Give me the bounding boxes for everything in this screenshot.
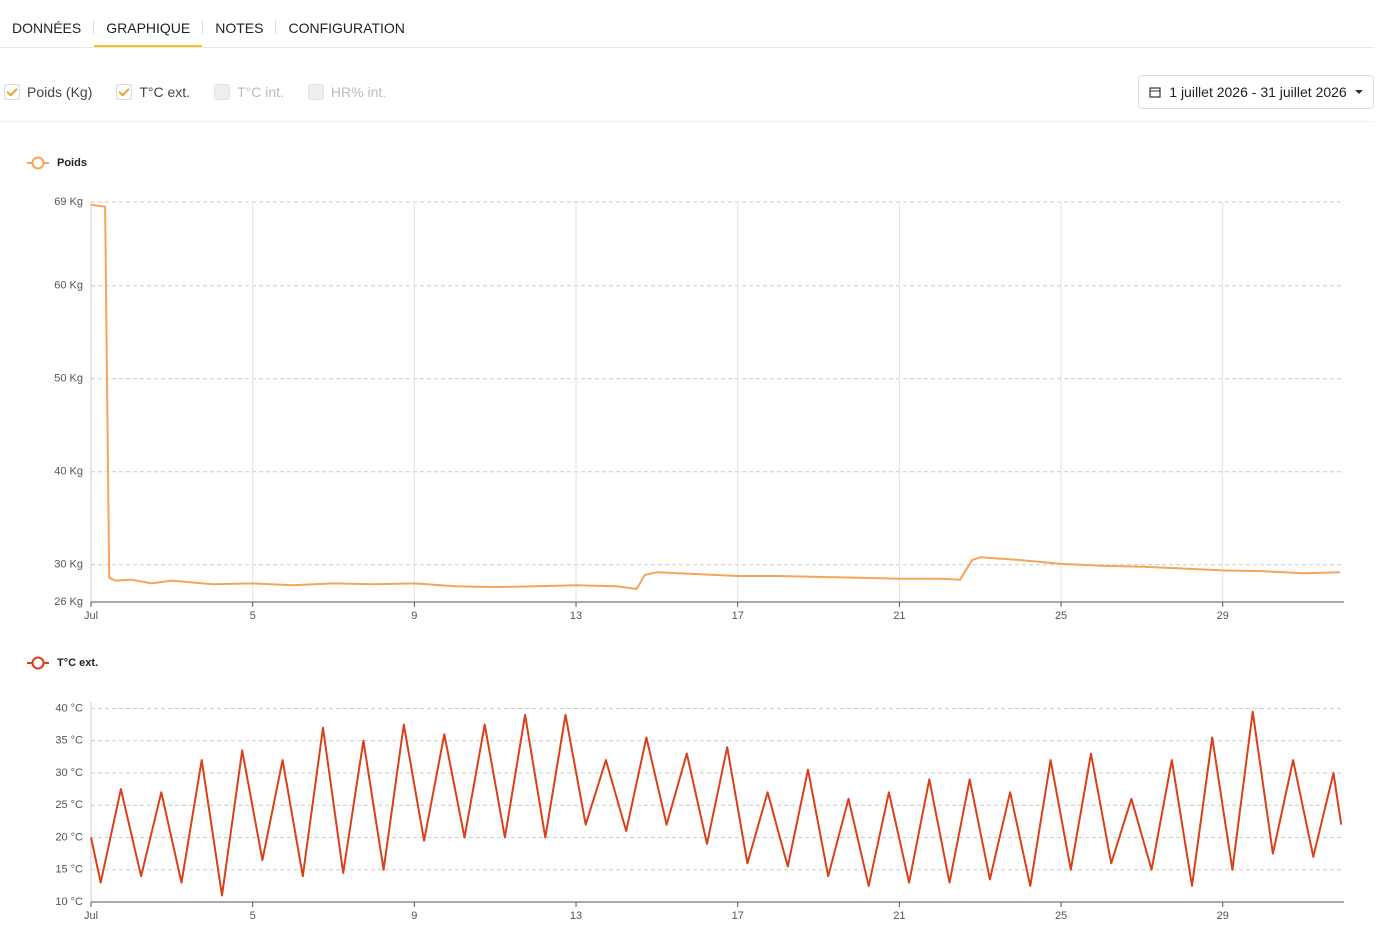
y-tick-label: 20 °C [55,831,83,843]
legend-label: Poids [57,157,87,169]
x-tick-label: Jul [84,910,98,922]
y-tick-label: 35 °C [55,735,83,747]
series-toggle-label: T°C ext. [139,84,191,100]
series-toggle-label: HR% int. [330,84,387,100]
checkbox[interactable] [4,84,20,100]
tab-separator [93,19,95,34]
y-tick-label: 30 Kg [54,559,83,571]
tab[interactable]: DONNÉES [12,20,82,36]
x-tick-label: 29 [1217,910,1229,922]
caret [1354,90,1363,94]
y-tick-label: 15 °C [55,864,83,876]
divider [0,121,1374,122]
legend-marker [31,656,45,670]
series-toggle[interactable]: Poids (Kg) [4,84,92,100]
checkbox[interactable] [307,84,324,100]
x-tick-label: 5 [250,910,256,922]
y-tick-label: 69 Kg [54,196,83,208]
tab[interactable]: GRAPHIQUE [94,0,202,47]
y-tick-label: 26 Kg [54,596,83,608]
tab-separator [202,19,204,34]
y-tick-label: 10 °C [55,896,83,908]
x-tick-label: 13 [570,910,582,922]
y-tick-label: 25 °C [55,799,83,811]
y-tick-label: 40 Kg [54,466,83,478]
x-tick-label: 9 [411,910,417,922]
date-range-text: 1 juillet 2026 - 31 juillet 2026 [1169,84,1347,100]
legend-label: T°C ext. [57,657,98,669]
legend-marker [31,156,45,170]
data-line [90,203,1341,590]
y-tick-label: 40 °C [55,702,83,714]
series-toggle-label: Poids (Kg) [27,84,93,100]
tab[interactable]: CONFIGURATION [288,20,405,36]
x-tick-label: 21 [893,610,905,622]
series-toggle[interactable]: T°C int. [214,84,284,100]
tab[interactable]: NOTES [215,20,264,36]
x-tick-label: 9 [411,610,417,622]
checkbox[interactable] [214,84,231,100]
series-toggle[interactable]: T°C ext. [116,84,190,100]
x-tick-label: 21 [893,910,905,922]
y-tick-label: 60 Kg [54,280,83,292]
y-tick-label: 50 Kg [54,373,83,385]
x-tick-label: 25 [1055,910,1067,922]
calendar-icon [1149,87,1161,98]
x-tick-label: 17 [732,910,744,922]
checkbox[interactable] [116,84,133,100]
data-line [90,710,1343,897]
x-tick-label: 5 [250,610,256,622]
y-tick-label: 30 °C [55,767,83,779]
tab-bar: DONNÉES GRAPHIQUE NOTES CONFIGURATION [0,0,1374,48]
tab-separator [275,19,277,34]
series-toggle[interactable]: HR% int. [307,84,387,100]
date-range-picker[interactable]: 1 juillet 2026 - 31 juillet 2026 [1138,75,1374,109]
series-toggle-label: T°C int. [237,84,284,100]
x-tick-label: 29 [1217,610,1229,622]
x-tick-label: 17 [732,610,744,622]
x-tick-label: 25 [1055,610,1067,622]
x-tick-label: 13 [570,610,582,622]
series-filters: Poids (Kg) T°C ext. T°C int. HR% int. [4,84,386,100]
x-tick-label: Jul [84,610,98,622]
